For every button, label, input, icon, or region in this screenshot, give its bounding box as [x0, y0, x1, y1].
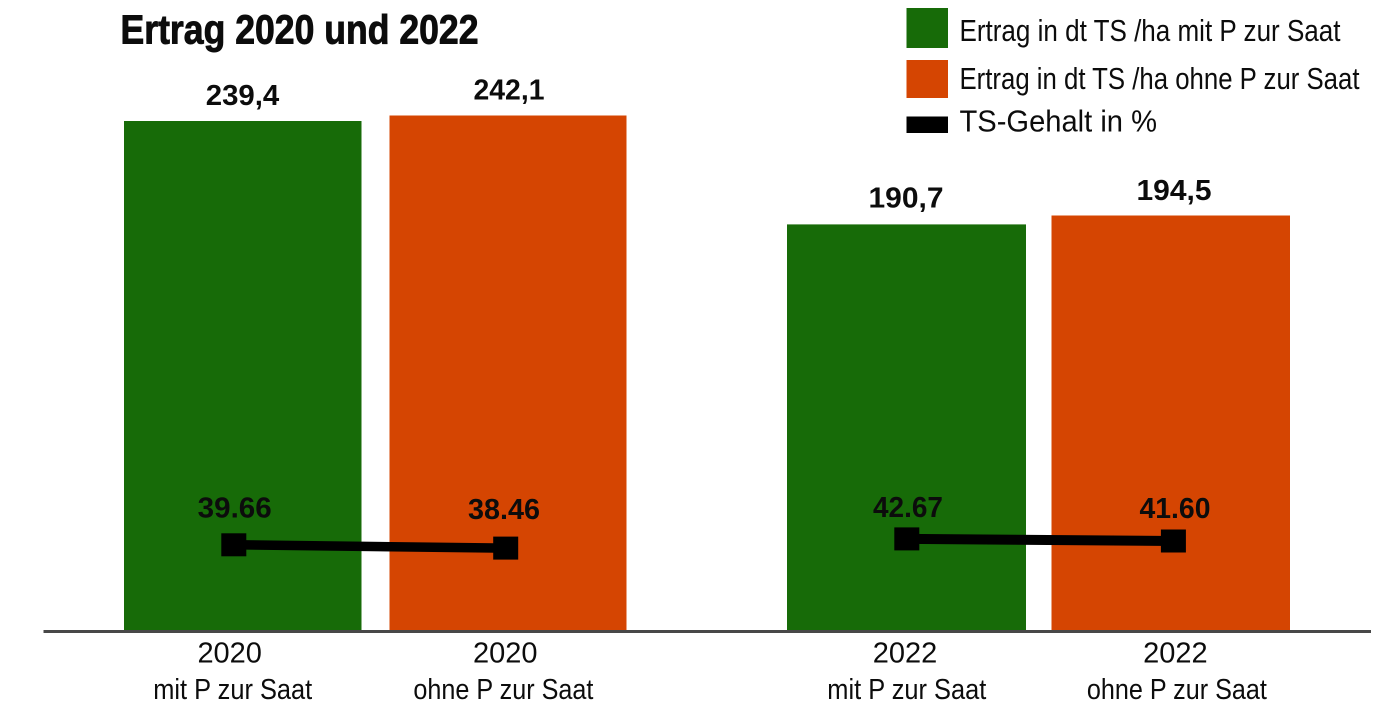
svg-text:194,5: 194,5 — [1137, 175, 1212, 207]
svg-text:Ertrag in dt TS /ha mit P zur: Ertrag in dt TS /ha mit P zur Saat — [960, 13, 1341, 48]
svg-text:mit P zur Saat: mit P zur Saat — [153, 674, 312, 706]
svg-text:ohne P zur Saat: ohne P zur Saat — [413, 674, 593, 706]
svg-text:Ertrag 2020 und 2022: Ertrag 2020 und 2022 — [121, 7, 479, 53]
svg-text:38.46: 38.46 — [468, 494, 540, 526]
svg-text:242,1: 242,1 — [474, 75, 545, 107]
svg-text:Ertrag in dt TS /ha ohne P zur: Ertrag in dt TS /ha ohne P zur Saat — [960, 61, 1360, 96]
svg-text:239,4: 239,4 — [206, 80, 280, 112]
svg-text:ohne P zur Saat: ohne P zur Saat — [1087, 674, 1267, 706]
svg-text:2020: 2020 — [197, 637, 262, 669]
svg-text:190,7: 190,7 — [869, 183, 944, 215]
svg-text:41.60: 41.60 — [1140, 493, 1211, 525]
svg-text:2020: 2020 — [473, 637, 538, 669]
svg-text:TS-Gehalt in %: TS-Gehalt in % — [960, 103, 1158, 138]
svg-text:mit P zur Saat: mit P zur Saat — [827, 674, 986, 706]
svg-text:2022: 2022 — [1143, 637, 1208, 669]
svg-text:42.67: 42.67 — [873, 492, 943, 524]
svg-text:39.66: 39.66 — [198, 492, 272, 524]
svg-text:2022: 2022 — [873, 637, 938, 669]
